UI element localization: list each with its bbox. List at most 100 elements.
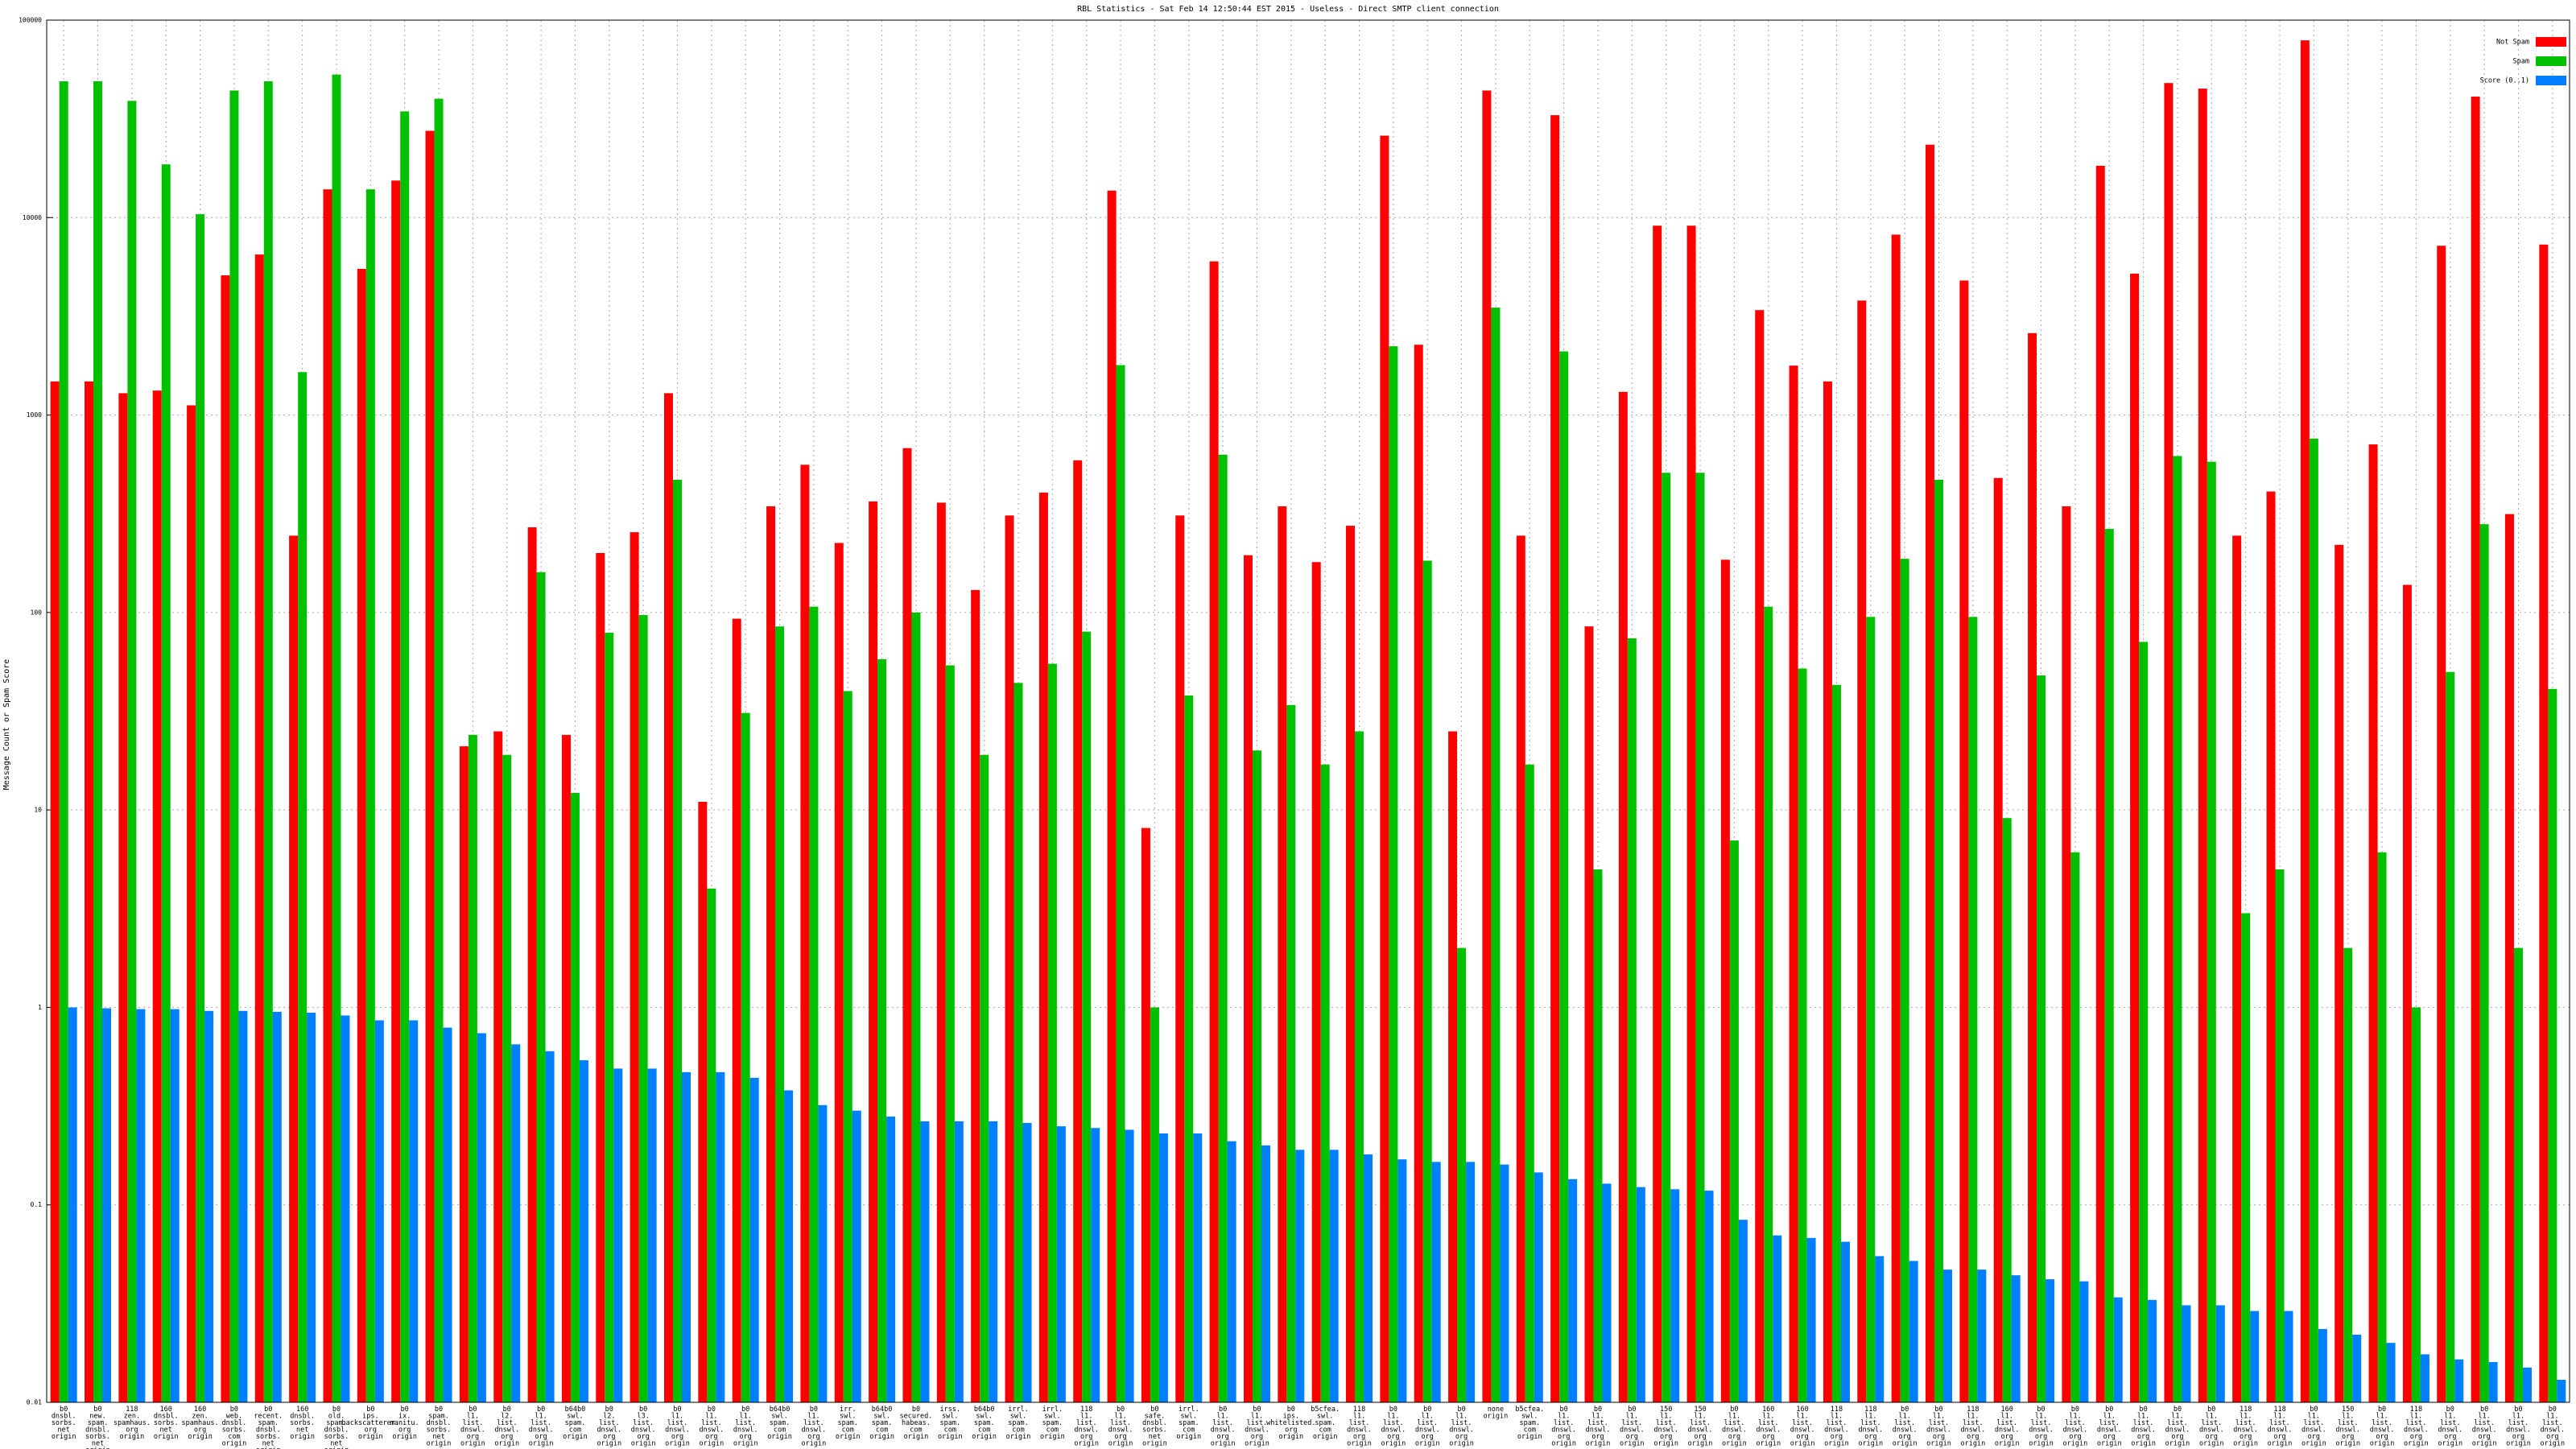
bar	[1500, 1164, 1509, 1402]
x-tick-label: b0 l1. list. dnswl. org origin	[2301, 1406, 2326, 1448]
bar	[2479, 524, 2489, 1402]
bar	[204, 1010, 214, 1402]
x-tick-label: 160 dnsbl. sorbs. net origin	[290, 1406, 315, 1441]
x-tick-label: none origin	[1484, 1406, 1509, 1421]
bar	[2028, 332, 2037, 1402]
bar	[2148, 1299, 2157, 1402]
x-tick-label: irss. swl. spam. com origin	[938, 1406, 963, 1441]
bar	[989, 1121, 998, 1402]
bar	[1422, 560, 1432, 1402]
bar	[1593, 869, 1603, 1402]
bar	[502, 754, 512, 1402]
legend-swatch	[2536, 56, 2566, 66]
bar	[68, 1007, 77, 1402]
bar	[945, 665, 955, 1402]
bar	[1764, 606, 1773, 1402]
bar	[1278, 506, 1287, 1403]
bar	[254, 254, 264, 1402]
bar	[1056, 1126, 1066, 1402]
bar	[2557, 1380, 2566, 1402]
bar	[877, 658, 887, 1402]
bar	[527, 527, 537, 1402]
bar	[1602, 1183, 1612, 1402]
bar	[1457, 947, 1467, 1402]
bar	[2079, 1281, 2089, 1402]
bar	[272, 1011, 282, 1402]
x-tick-label: 160 dnsbl. sorbs. net origin	[154, 1406, 179, 1441]
bar	[2318, 1328, 2327, 1402]
bar	[2037, 675, 2046, 1402]
bar	[1184, 695, 1194, 1402]
bar	[1380, 135, 1389, 1403]
x-tick-label: b64b0 swl. spam. com origin	[972, 1406, 997, 1441]
bar	[2386, 1343, 2396, 1402]
bar	[2300, 40, 2310, 1403]
bar	[1091, 1128, 1100, 1402]
x-tick-label: 160 l1. list. dnswl. org origin	[1756, 1406, 1781, 1448]
bar	[1857, 300, 1867, 1403]
bar	[2232, 535, 2242, 1402]
bar	[1568, 1179, 1578, 1402]
bar	[1900, 559, 1909, 1403]
bar	[716, 1071, 725, 1402]
bar	[1866, 617, 1876, 1402]
bar	[1320, 764, 1330, 1402]
x-tick-label: b0 l1. list. dnswl. org origin	[2131, 1406, 2156, 1448]
bar	[698, 801, 708, 1402]
bar	[1934, 480, 1943, 1402]
bar	[647, 1068, 657, 1402]
bar	[1013, 683, 1023, 1402]
bar	[766, 506, 776, 1403]
x-tick-label: 118 l1. list. dnswl. org origin	[1824, 1406, 1849, 1448]
y-axis-label: Message Count or Spam Score	[2, 659, 11, 791]
bar	[2284, 1311, 2293, 1402]
bar	[1720, 559, 1730, 1402]
bar	[221, 275, 230, 1402]
bar	[161, 164, 171, 1403]
bar	[1073, 460, 1083, 1403]
x-tick-label: 150 l1. list. dnswl. org origin	[1688, 1406, 1713, 1448]
bar	[1686, 225, 1696, 1402]
bar	[1891, 234, 1901, 1403]
x-tick-label: b0 l1. list. dnswl. org origin	[2165, 1406, 2190, 1448]
bar	[911, 612, 921, 1402]
bar	[2046, 1279, 2055, 1402]
x-tick-label: b0 safe. dnsbl. sorbs. net origin	[1142, 1406, 1167, 1448]
bar	[374, 1020, 384, 1402]
bar	[118, 393, 128, 1403]
bar	[2513, 947, 2523, 1402]
bar	[579, 1060, 588, 1402]
bar	[902, 448, 912, 1403]
bar	[1022, 1122, 1032, 1402]
bar	[2454, 1359, 2464, 1402]
bar	[1227, 1141, 1236, 1402]
bar	[784, 1090, 794, 1402]
bar	[1773, 1235, 1782, 1402]
x-tick-label: b0 l1. list. dnswl. org origin	[1211, 1406, 1236, 1448]
bar	[2446, 671, 2455, 1402]
bar	[2539, 244, 2549, 1402]
bar	[673, 480, 682, 1402]
x-tick-label: b0 l1. list. dnswl. org origin	[529, 1406, 554, 1448]
x-tick-label: b0 l1. list. dnswl. org origin	[1108, 1406, 1133, 1448]
bar	[93, 80, 103, 1402]
x-tick-label: b0 secured. habeas. com origin	[899, 1406, 932, 1441]
bar	[1209, 261, 1219, 1403]
x-tick-label: b64b0 swl. spam. com origin	[767, 1406, 792, 1441]
bar	[2471, 96, 2480, 1402]
bar	[2095, 165, 2105, 1403]
bar	[1584, 626, 1594, 1402]
x-tick-label: b0 l1. list. dnswl. org origin	[802, 1406, 827, 1448]
x-tick-label: b0 l3. list. dnswl. org origin	[631, 1406, 656, 1448]
bar	[1141, 828, 1150, 1402]
bar	[1448, 731, 1458, 1402]
bar	[493, 731, 503, 1402]
bar	[741, 712, 750, 1402]
x-tick-label: b0 l1. list. dnswl. org origin	[1415, 1406, 1440, 1448]
y-tick-label: 1	[38, 1004, 42, 1011]
bar	[1414, 345, 1423, 1402]
x-tick-label: b0 l1. list. dnswl. org origin	[2370, 1406, 2395, 1448]
bar	[2488, 1361, 2498, 1402]
x-tick-label: 118 l1. list. dnswl. org origin	[2404, 1406, 2429, 1448]
